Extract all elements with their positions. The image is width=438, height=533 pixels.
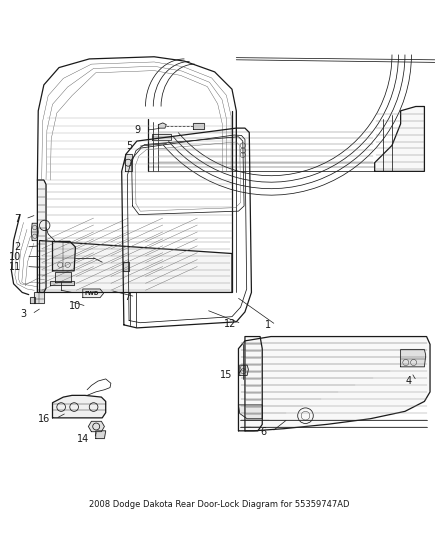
Polygon shape bbox=[238, 336, 430, 431]
Text: 7: 7 bbox=[14, 214, 20, 224]
Polygon shape bbox=[53, 395, 106, 418]
Text: 3: 3 bbox=[21, 309, 27, 319]
Text: 10: 10 bbox=[69, 301, 81, 311]
Polygon shape bbox=[159, 123, 166, 128]
Text: 12: 12 bbox=[224, 319, 236, 328]
Polygon shape bbox=[39, 240, 232, 293]
Text: 11: 11 bbox=[9, 262, 21, 271]
Polygon shape bbox=[55, 272, 71, 281]
Polygon shape bbox=[240, 365, 248, 375]
Polygon shape bbox=[37, 180, 46, 293]
Text: 1: 1 bbox=[265, 320, 271, 330]
Text: 4: 4 bbox=[405, 376, 411, 386]
Polygon shape bbox=[125, 154, 132, 172]
Polygon shape bbox=[50, 281, 74, 285]
Text: 2008 Dodge Dakota Rear Door-Lock Diagram for 55359747AD: 2008 Dodge Dakota Rear Door-Lock Diagram… bbox=[89, 500, 349, 509]
Polygon shape bbox=[193, 123, 204, 129]
Text: 14: 14 bbox=[77, 434, 89, 443]
Text: 2: 2 bbox=[15, 242, 21, 252]
Polygon shape bbox=[83, 289, 103, 297]
Polygon shape bbox=[32, 223, 38, 240]
Text: 5: 5 bbox=[126, 141, 133, 151]
Polygon shape bbox=[123, 262, 129, 271]
Text: 10: 10 bbox=[9, 252, 21, 262]
Polygon shape bbox=[53, 241, 75, 271]
Text: 7: 7 bbox=[124, 292, 131, 302]
Polygon shape bbox=[374, 107, 424, 172]
Text: FWD: FWD bbox=[84, 291, 99, 296]
Polygon shape bbox=[152, 134, 171, 140]
Polygon shape bbox=[401, 350, 426, 367]
Polygon shape bbox=[88, 421, 104, 432]
Text: 15: 15 bbox=[219, 370, 232, 381]
Polygon shape bbox=[238, 405, 262, 419]
Text: 6: 6 bbox=[261, 427, 267, 437]
Polygon shape bbox=[34, 293, 44, 303]
Text: 9: 9 bbox=[134, 125, 140, 135]
Polygon shape bbox=[96, 431, 106, 439]
Polygon shape bbox=[30, 297, 35, 303]
Text: 16: 16 bbox=[38, 414, 50, 424]
